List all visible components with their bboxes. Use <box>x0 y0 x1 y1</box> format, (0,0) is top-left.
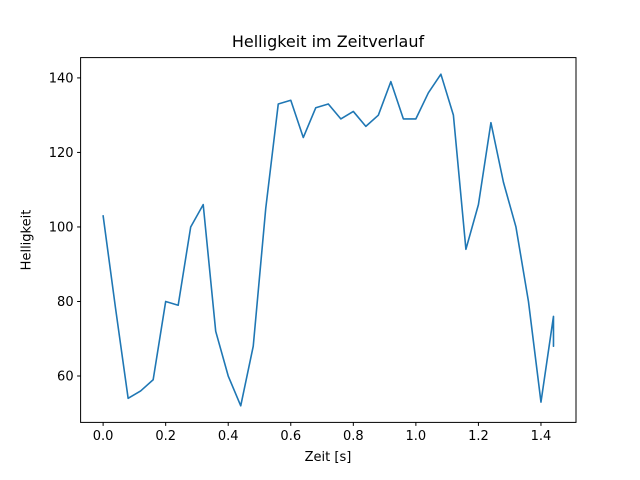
data-line <box>102 73 555 407</box>
chart-title: Helligkeit im Zeitverlauf <box>231 32 425 51</box>
x-tick-label: 0.0 <box>93 429 114 444</box>
x-tick-label: 1.2 <box>468 429 489 444</box>
x-tick-label: 1.0 <box>406 429 427 444</box>
y-tick-label: 120 <box>49 146 74 161</box>
y-tick-label: 80 <box>57 295 74 310</box>
x-axis-label: Zeit [s] <box>304 450 352 465</box>
y-tick-label: 100 <box>49 220 74 235</box>
axes-frame <box>80 57 577 423</box>
x-tick-label: 0.4 <box>218 429 239 444</box>
y-tick-label: 60 <box>57 370 74 385</box>
x-tick-label: 0.2 <box>155 429 176 444</box>
x-tick-label: 1.4 <box>531 429 552 444</box>
x-tick-label: 0.8 <box>343 429 364 444</box>
x-tick-label: 0.6 <box>280 429 301 444</box>
y-tick-label: 140 <box>49 71 74 86</box>
